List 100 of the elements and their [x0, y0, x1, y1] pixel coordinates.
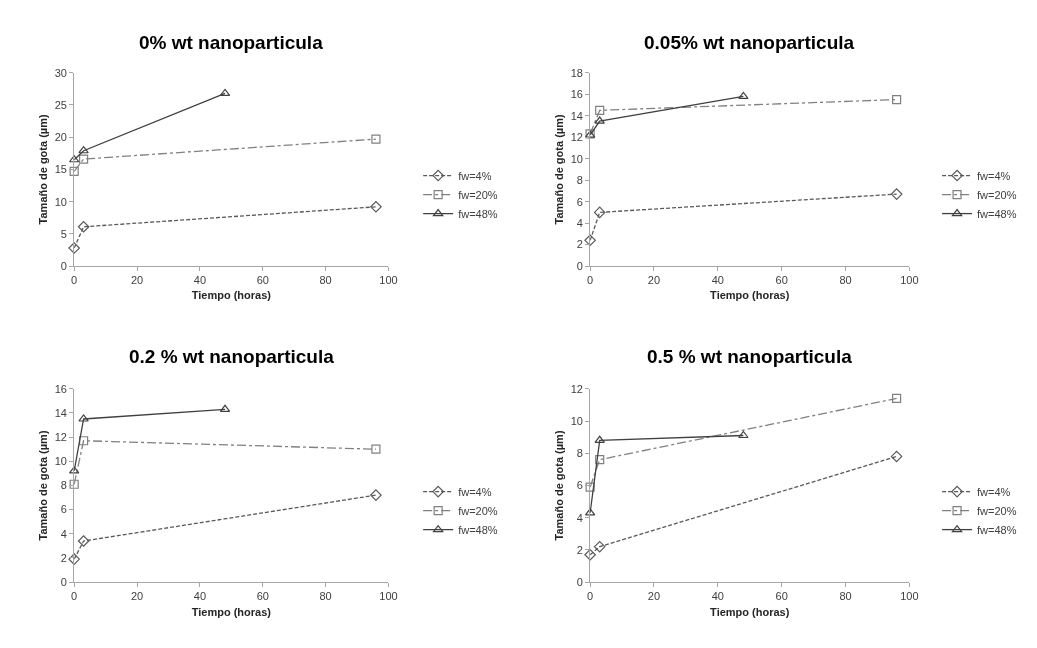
- point: [78, 146, 89, 154]
- point: [371, 134, 381, 144]
- point: [371, 444, 381, 454]
- x-tick-label: 20: [130, 590, 144, 603]
- point: [892, 94, 902, 105]
- x-axis-title: Tiempo (horas): [191, 605, 272, 618]
- point: [738, 430, 749, 439]
- y-tick-label: 20: [54, 131, 67, 144]
- chart-title: 0.5 % wt nanoparticula: [647, 346, 853, 367]
- legend-label: fw=4%: [977, 485, 1011, 498]
- chart-title: 0% wt nanoparticula: [139, 32, 324, 53]
- x-axis-title: Tiempo (horas): [710, 289, 790, 302]
- point: [595, 455, 605, 465]
- y-tick-label: 0: [576, 259, 583, 272]
- point: [890, 450, 903, 463]
- y-tick-label: 10: [54, 195, 67, 208]
- y-tick-label: 18: [570, 66, 583, 79]
- y-tick-label: 16: [54, 382, 67, 395]
- x-tick-label: 100: [900, 590, 919, 603]
- x-tick-label: 20: [130, 274, 144, 287]
- y-tick-label: 4: [60, 527, 67, 540]
- y-tick-label: 8: [576, 174, 583, 187]
- y-tick-label: 12: [570, 131, 583, 144]
- x-tick-label: 60: [775, 590, 788, 603]
- y-tick-label: 30: [54, 66, 67, 79]
- point: [585, 482, 595, 492]
- y-tick-label: 12: [570, 382, 583, 395]
- y-tick-label: 6: [60, 503, 67, 516]
- point: [593, 540, 606, 553]
- x-tick-label: 20: [647, 590, 661, 603]
- legend-label: fw=4%: [458, 485, 492, 498]
- y-tick-label: 14: [54, 406, 67, 419]
- x-tick-label: 0: [71, 590, 78, 603]
- legend-label: fw=20%: [977, 504, 1017, 517]
- point: [594, 116, 605, 124]
- point: [595, 105, 605, 115]
- y-axis-title: Tamaño de gota (µm): [553, 430, 566, 541]
- point: [68, 242, 80, 254]
- x-tick-label: 80: [839, 274, 852, 287]
- x-tick-label: 60: [256, 590, 269, 603]
- point: [79, 436, 89, 446]
- x-tick-label: 60: [775, 274, 788, 287]
- legend-label: fw=48%: [458, 523, 498, 536]
- point: [593, 206, 606, 219]
- y-axis-title: Tamaño de gota (µm): [37, 430, 50, 541]
- x-tick-label: 40: [193, 590, 207, 603]
- y-tick-label: 10: [570, 414, 583, 427]
- y-tick-label: 4: [576, 216, 583, 229]
- y-tick-label: 10: [570, 152, 583, 165]
- x-axis-title: Tiempo (horas): [191, 289, 272, 302]
- x-tick-label: 20: [647, 274, 661, 287]
- point: [77, 220, 90, 233]
- y-tick-label: 15: [54, 163, 67, 176]
- y-tick-label: 8: [576, 447, 583, 460]
- y-tick-label: 25: [54, 98, 67, 111]
- x-tick-label: 100: [900, 274, 919, 287]
- point: [77, 535, 90, 547]
- x-tick-label: 40: [193, 274, 207, 287]
- point: [69, 479, 79, 489]
- y-tick-label: 6: [576, 195, 583, 208]
- point: [79, 154, 89, 164]
- chart-title: 0.05% wt nanoparticula: [644, 32, 855, 53]
- point: [68, 553, 80, 565]
- point: [370, 201, 382, 213]
- legend-label: fw=4%: [977, 169, 1011, 182]
- y-tick-label: 10: [54, 455, 67, 468]
- y-tick-label: 0: [60, 259, 67, 272]
- legend-label: fw=48%: [977, 523, 1017, 536]
- y-tick-label: 0: [576, 575, 583, 588]
- y-tick-label: 8: [60, 479, 67, 492]
- x-axis-title: Tiempo (horas): [710, 605, 790, 618]
- point: [892, 393, 902, 404]
- x-tick-label: 0: [587, 590, 594, 603]
- y-tick-label: 12: [54, 430, 67, 443]
- x-tick-label: 100: [379, 274, 398, 287]
- legend-label: fw=20%: [458, 188, 498, 201]
- y-tick-label: 0: [60, 575, 67, 588]
- x-tick-label: 80: [319, 590, 332, 603]
- y-tick-label: 2: [576, 238, 583, 251]
- chart-title: 0.2 % wt nanoparticula: [129, 346, 335, 367]
- point: [370, 489, 382, 501]
- x-tick-label: 100: [379, 590, 398, 603]
- x-tick-label: 80: [839, 590, 852, 603]
- point: [594, 435, 605, 443]
- point: [584, 234, 596, 247]
- x-tick-label: 0: [587, 274, 594, 287]
- x-tick-label: 40: [711, 274, 724, 287]
- point: [69, 166, 79, 176]
- y-tick-label: 5: [60, 227, 67, 240]
- point: [890, 188, 903, 200]
- y-tick-label: 14: [570, 109, 583, 122]
- legend-label: fw=20%: [977, 188, 1017, 201]
- y-axis-title: Tamaño de gota (µm): [553, 114, 566, 225]
- x-tick-label: 0: [71, 274, 78, 287]
- legend-label: fw=20%: [458, 504, 498, 517]
- point: [78, 414, 89, 422]
- y-tick-label: 16: [570, 88, 583, 101]
- point: [584, 548, 596, 561]
- x-tick-label: 40: [711, 590, 724, 603]
- y-tick-label: 2: [576, 543, 583, 556]
